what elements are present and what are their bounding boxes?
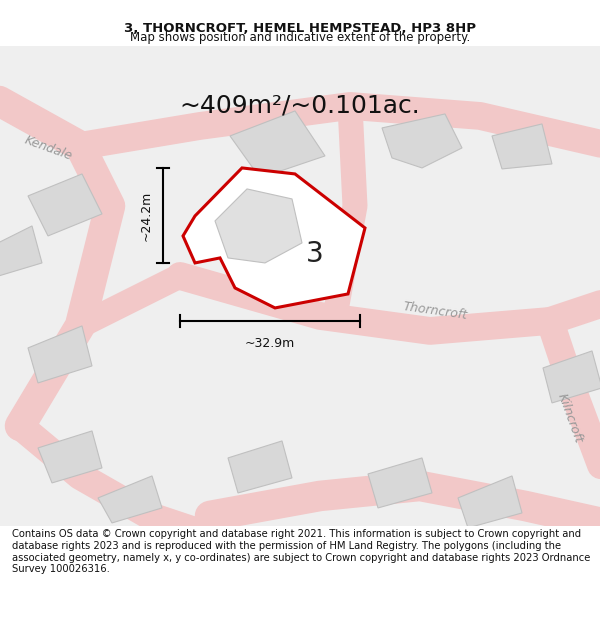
Polygon shape — [98, 476, 162, 523]
Polygon shape — [38, 431, 102, 483]
Polygon shape — [183, 168, 365, 308]
Polygon shape — [0, 226, 42, 278]
Text: ~409m²/~0.101ac.: ~409m²/~0.101ac. — [179, 94, 421, 118]
Text: 3: 3 — [306, 240, 324, 268]
Text: Kilncroft: Kilncroft — [555, 391, 585, 444]
Polygon shape — [28, 326, 92, 383]
Text: Contains OS data © Crown copyright and database right 2021. This information is : Contains OS data © Crown copyright and d… — [12, 529, 590, 574]
Polygon shape — [458, 476, 522, 528]
Polygon shape — [230, 111, 325, 178]
Polygon shape — [492, 124, 552, 169]
Polygon shape — [228, 441, 292, 493]
Text: Kendale: Kendale — [22, 133, 74, 162]
Text: Map shows position and indicative extent of the property.: Map shows position and indicative extent… — [130, 31, 470, 44]
Text: ~24.2m: ~24.2m — [140, 190, 153, 241]
Text: ~32.9m: ~32.9m — [245, 337, 295, 350]
Polygon shape — [215, 189, 302, 263]
Polygon shape — [543, 351, 600, 403]
Text: Thorncroft: Thorncroft — [402, 300, 468, 322]
Polygon shape — [382, 114, 462, 168]
Text: 3, THORNCROFT, HEMEL HEMPSTEAD, HP3 8HP: 3, THORNCROFT, HEMEL HEMPSTEAD, HP3 8HP — [124, 22, 476, 35]
Polygon shape — [368, 458, 432, 508]
Polygon shape — [28, 174, 102, 236]
